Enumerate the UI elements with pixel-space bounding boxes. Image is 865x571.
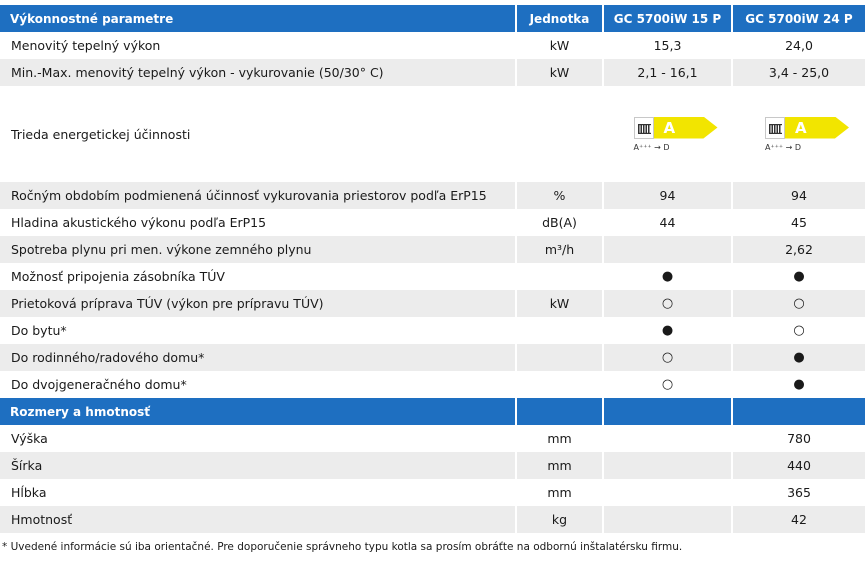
row-unit: kW bbox=[517, 290, 604, 317]
filled-dot-mark: ● bbox=[733, 371, 865, 398]
table-row: Možnosť pripojenia zásobníka TÚV ● ● bbox=[0, 263, 865, 290]
row-unit bbox=[517, 86, 604, 182]
header-blank-cell bbox=[517, 398, 604, 425]
row-unit: kg bbox=[517, 506, 604, 533]
energy-class-arrow: A bbox=[785, 116, 849, 139]
model1-column-header: GC 5700iW 15 P bbox=[604, 5, 733, 32]
header-blank-cell bbox=[604, 398, 733, 425]
table-row: Spotreba plynu pri men. výkone zemného p… bbox=[0, 236, 865, 263]
hollow-dot-mark: ○ bbox=[733, 317, 865, 344]
row-value-model1 bbox=[604, 425, 733, 452]
model2-column-header: GC 5700iW 24 P bbox=[733, 5, 865, 32]
hollow-dot-mark: ○ bbox=[604, 290, 733, 317]
dimensions-section-title: Rozmery a hmotnosť bbox=[0, 398, 517, 425]
row-label: Do bytu* bbox=[0, 317, 517, 344]
row-unit: mm bbox=[517, 425, 604, 452]
table-row: Hĺbka mm 365 bbox=[0, 479, 865, 506]
hollow-dot-mark: ○ bbox=[604, 371, 733, 398]
energy-class-cell-model1: A A⁺⁺⁺ → D bbox=[604, 86, 733, 182]
row-unit: kW bbox=[517, 32, 604, 59]
performance-section-title: Výkonnostné parametre bbox=[0, 5, 517, 32]
performance-header-row: Výkonnostné parametre Jednotka GC 5700iW… bbox=[0, 5, 865, 32]
row-value-model1 bbox=[604, 506, 733, 533]
filled-dot-mark: ● bbox=[604, 317, 733, 344]
row-label: Šírka bbox=[0, 452, 517, 479]
table-row: Do bytu* ● ○ bbox=[0, 317, 865, 344]
table-row: Šírka mm 440 bbox=[0, 452, 865, 479]
row-label: Možnosť pripojenia zásobníka TÚV bbox=[0, 263, 517, 290]
unit-column-header: Jednotka bbox=[517, 5, 604, 32]
row-label: Do rodinného/radového domu* bbox=[0, 344, 517, 371]
row-value-model2: 365 bbox=[733, 479, 865, 506]
specs-table: Výkonnostné parametre Jednotka GC 5700iW… bbox=[0, 5, 865, 533]
row-value-model2: 440 bbox=[733, 452, 865, 479]
filled-dot-mark: ● bbox=[733, 263, 865, 290]
row-unit bbox=[517, 371, 604, 398]
row-value-model2: 45 bbox=[733, 209, 865, 236]
row-label: Menovitý tepelný výkon bbox=[0, 32, 517, 59]
row-label: Hmotnosť bbox=[0, 506, 517, 533]
row-unit bbox=[517, 344, 604, 371]
row-unit: kW bbox=[517, 59, 604, 86]
row-unit: dB(A) bbox=[517, 209, 604, 236]
row-label: Výška bbox=[0, 425, 517, 452]
row-unit: mm bbox=[517, 452, 604, 479]
row-unit: % bbox=[517, 182, 604, 209]
energy-label-model1: A A⁺⁺⁺ → D bbox=[633, 116, 718, 152]
energy-scale-text: A⁺⁺⁺ → D bbox=[633, 142, 670, 152]
filled-dot-mark: ● bbox=[733, 344, 865, 371]
footnote: * Uvedené informácie sú iba orientačné. … bbox=[2, 541, 683, 553]
table-row: Trieda energetickej účinnosti A A⁺⁺⁺ → D bbox=[0, 86, 865, 182]
table-row: Menovitý tepelný výkon kW 15,3 24,0 bbox=[0, 32, 865, 59]
row-unit: m³/h bbox=[517, 236, 604, 263]
energy-label-model2: A A⁺⁺⁺ → D bbox=[765, 116, 849, 152]
energy-class-arrow: A bbox=[653, 116, 718, 139]
row-label: Min.-Max. menovitý tepelný výkon - vykur… bbox=[0, 59, 517, 86]
hollow-dot-mark: ○ bbox=[604, 344, 733, 371]
row-value-model1 bbox=[604, 236, 733, 263]
row-label: Prietoková príprava TÚV (výkon pre prípr… bbox=[0, 290, 517, 317]
table-row: Min.-Max. menovitý tepelný výkon - vykur… bbox=[0, 59, 865, 86]
row-value-model2: 24,0 bbox=[733, 32, 865, 59]
table-row: Prietoková príprava TÚV (výkon pre prípr… bbox=[0, 290, 865, 317]
table-row: Ročným obdobím podmienená účinnosť vykur… bbox=[0, 182, 865, 209]
table-row: Výška mm 780 bbox=[0, 425, 865, 452]
row-label: Trieda energetickej účinnosti bbox=[0, 86, 517, 182]
hollow-dot-mark: ○ bbox=[733, 290, 865, 317]
row-value-model1: 94 bbox=[604, 182, 733, 209]
filled-dot-mark: ● bbox=[604, 263, 733, 290]
row-unit: mm bbox=[517, 479, 604, 506]
row-value-model1 bbox=[604, 452, 733, 479]
row-value-model1: 44 bbox=[604, 209, 733, 236]
row-label: Hladina akustického výkonu podľa ErP15 bbox=[0, 209, 517, 236]
row-unit bbox=[517, 263, 604, 290]
header-blank-cell bbox=[733, 398, 865, 425]
row-value-model2: 780 bbox=[733, 425, 865, 452]
row-label: Spotreba plynu pri men. výkone zemného p… bbox=[0, 236, 517, 263]
radiator-icon bbox=[633, 116, 654, 139]
table-row: Hladina akustického výkonu podľa ErP15 d… bbox=[0, 209, 865, 236]
row-value-model2: 3,4 - 25,0 bbox=[733, 59, 865, 86]
table-row: Hmotnosť kg 42 bbox=[0, 506, 865, 533]
row-value-model1: 2,1 - 16,1 bbox=[604, 59, 733, 86]
energy-scale-text: A⁺⁺⁺ → D bbox=[765, 142, 802, 152]
table-row: Do rodinného/radového domu* ○ ● bbox=[0, 344, 865, 371]
dimensions-header-row: Rozmery a hmotnosť bbox=[0, 398, 865, 425]
row-value-model2: 42 bbox=[733, 506, 865, 533]
energy-class-cell-model2: A A⁺⁺⁺ → D bbox=[733, 86, 865, 182]
table-row: Do dvojgeneračného domu* ○ ● bbox=[0, 371, 865, 398]
row-label: Hĺbka bbox=[0, 479, 517, 506]
row-label: Ročným obdobím podmienená účinnosť vykur… bbox=[0, 182, 517, 209]
row-label: Do dvojgeneračného domu* bbox=[0, 371, 517, 398]
row-value-model2: 2,62 bbox=[733, 236, 865, 263]
row-value-model1 bbox=[604, 479, 733, 506]
row-value-model1: 15,3 bbox=[604, 32, 733, 59]
row-unit bbox=[517, 317, 604, 344]
row-value-model2: 94 bbox=[733, 182, 865, 209]
radiator-icon bbox=[765, 116, 785, 139]
